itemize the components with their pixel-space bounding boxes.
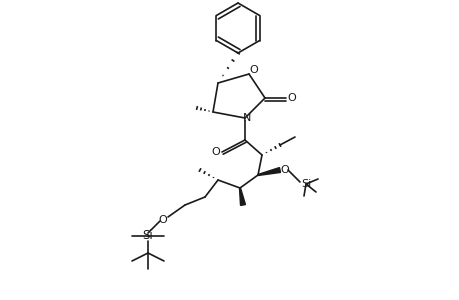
Text: N: N (242, 113, 251, 123)
Polygon shape (257, 168, 280, 176)
Text: Si: Si (142, 230, 153, 242)
Text: O: O (287, 93, 296, 103)
Polygon shape (239, 188, 245, 206)
Text: O: O (211, 147, 220, 157)
Text: O: O (158, 215, 167, 225)
Text: O: O (280, 165, 289, 175)
Text: Si: Si (300, 179, 310, 189)
Text: O: O (249, 65, 258, 75)
